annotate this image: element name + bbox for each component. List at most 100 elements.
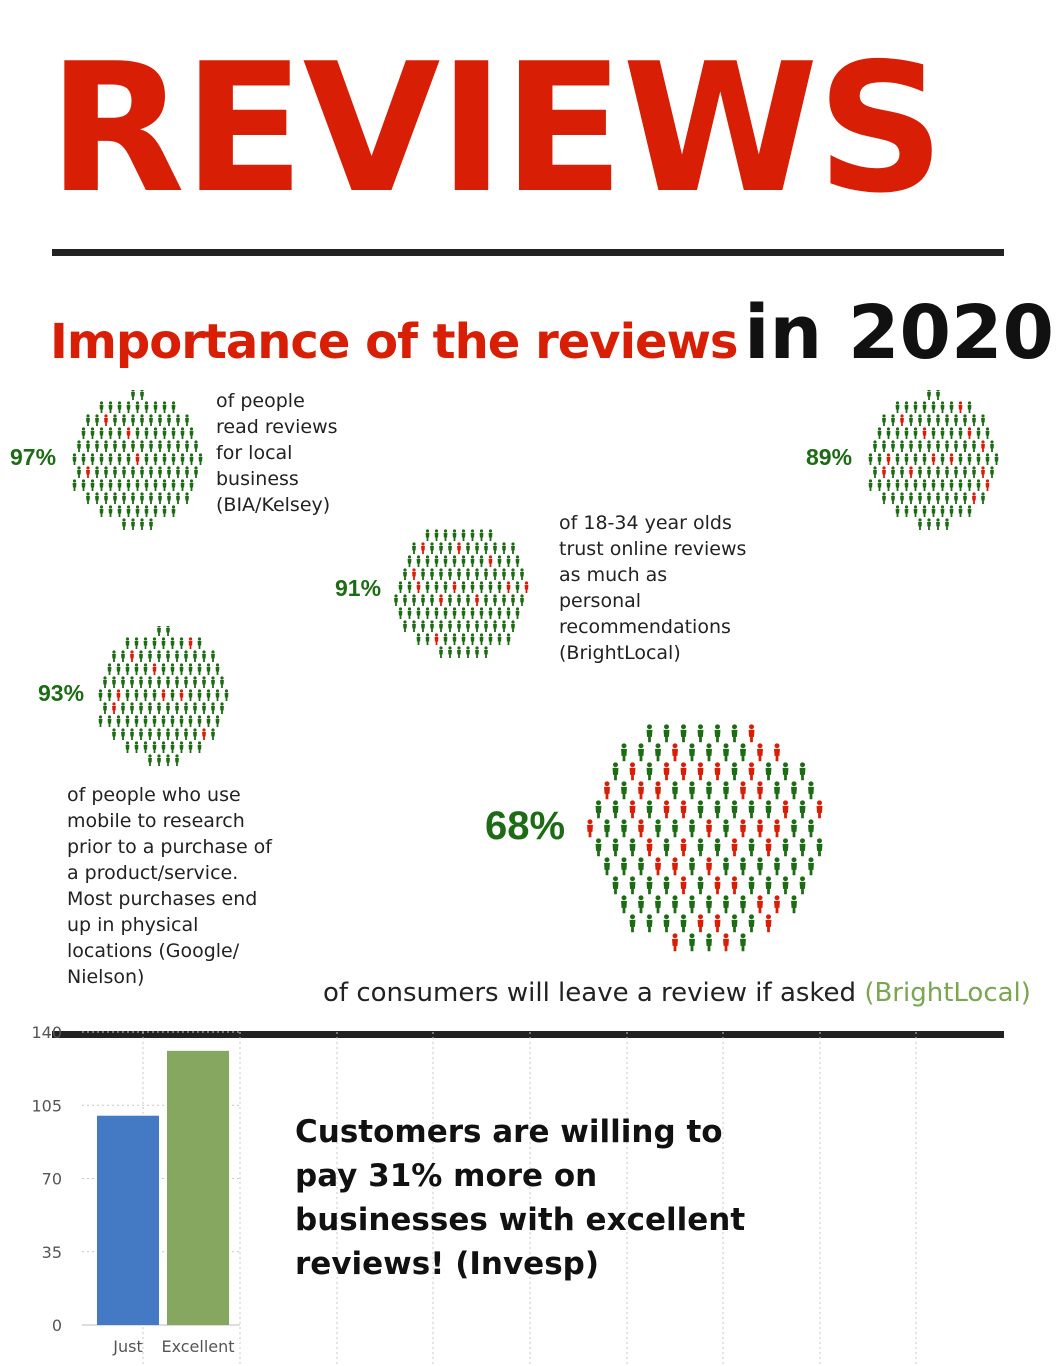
person-icon — [439, 594, 443, 606]
person-icon — [782, 762, 789, 781]
person-icon — [595, 800, 602, 819]
person-icon — [475, 646, 479, 658]
person-icon — [153, 453, 158, 465]
person-icon — [430, 620, 434, 632]
person-icon — [153, 505, 158, 517]
person-icon — [153, 479, 158, 491]
person-icon — [81, 453, 86, 465]
person-icon — [215, 715, 220, 727]
person-icon — [170, 689, 175, 701]
person-icon — [493, 542, 497, 554]
person-icon — [791, 857, 797, 876]
person-icon — [931, 505, 936, 517]
person-icon — [945, 414, 949, 426]
person-icon — [166, 626, 170, 636]
person-icon — [158, 466, 162, 478]
person-icon — [143, 715, 148, 727]
person-icon — [723, 781, 729, 800]
person-icon — [403, 568, 407, 580]
person-icon — [171, 505, 176, 517]
callout-line: businesses with excellent — [295, 1202, 746, 1238]
person-icon — [457, 646, 461, 658]
person-icon — [153, 401, 158, 413]
person-icon — [434, 555, 439, 567]
person-icon — [757, 781, 763, 800]
y-tick-label: 0 — [52, 1316, 62, 1335]
person-icon — [457, 542, 461, 554]
person-icon — [206, 663, 211, 675]
person-icon — [81, 479, 86, 491]
person-icon — [913, 453, 918, 465]
person-icon — [430, 542, 434, 554]
person-icon — [104, 414, 108, 426]
people-icon-cluster-97 — [72, 390, 203, 530]
person-icon — [740, 781, 746, 800]
y-tick-label: 35 — [42, 1243, 62, 1262]
person-icon — [117, 453, 122, 465]
stat-93-percent: 93% — [38, 680, 85, 706]
y-tick-label: 105 — [31, 1096, 62, 1115]
person-icon — [143, 689, 148, 701]
stat-97-line: of people — [216, 390, 305, 412]
person-icon — [167, 440, 171, 452]
person-icon — [740, 933, 746, 952]
person-icon — [179, 637, 184, 649]
person-icon — [425, 529, 430, 541]
person-icon — [757, 819, 763, 838]
person-icon — [612, 762, 619, 781]
person-icon — [425, 555, 430, 567]
person-icon — [197, 689, 202, 701]
stat-91-line: personal — [559, 590, 642, 612]
person-icon — [126, 479, 131, 491]
person-icon — [936, 440, 940, 452]
stat-93-line: Most purchases end — [67, 888, 258, 910]
person-icon — [179, 689, 184, 701]
consumers-text: of consumers will leave a review if aske… — [323, 978, 857, 1008]
person-icon — [981, 414, 985, 426]
person-icon — [493, 594, 497, 606]
person-icon — [95, 492, 99, 504]
stat-97-description: of people read reviews for local busines… — [216, 388, 338, 518]
person-icon — [922, 427, 927, 439]
person-icon — [904, 427, 909, 439]
person-icon — [765, 800, 772, 819]
person-icon — [77, 440, 81, 452]
person-icon — [112, 702, 116, 714]
person-icon — [958, 453, 963, 465]
person-icon — [882, 414, 886, 426]
person-icon — [180, 479, 185, 491]
person-icon — [680, 800, 687, 819]
person-icon — [197, 663, 202, 675]
person-icon — [439, 568, 443, 580]
person-icon — [621, 819, 627, 838]
person-icon — [188, 689, 193, 701]
person-icon — [497, 555, 502, 567]
person-icon — [877, 479, 882, 491]
person-icon — [122, 492, 126, 504]
person-icon — [112, 676, 116, 688]
person-icon — [714, 724, 721, 743]
person-icon — [731, 838, 738, 857]
person-icon — [122, 414, 126, 426]
person-icon — [922, 479, 927, 491]
person-icon — [175, 650, 179, 662]
person-icon — [497, 607, 502, 619]
person-icon — [936, 414, 940, 426]
person-icon — [144, 401, 149, 413]
person-icon — [167, 466, 171, 478]
person-icon — [448, 646, 452, 658]
person-icon — [452, 607, 457, 619]
person-icon — [104, 440, 108, 452]
person-icon — [723, 819, 729, 838]
person-icon — [931, 479, 936, 491]
person-icon — [117, 505, 122, 517]
person-icon — [479, 633, 484, 645]
person-icon — [502, 568, 506, 580]
person-icon — [108, 505, 113, 517]
person-icon — [646, 800, 653, 819]
person-icon — [621, 743, 627, 762]
person-icon — [170, 637, 175, 649]
person-icon — [439, 646, 443, 658]
person-icon — [184, 728, 188, 740]
person-icon — [184, 702, 188, 714]
